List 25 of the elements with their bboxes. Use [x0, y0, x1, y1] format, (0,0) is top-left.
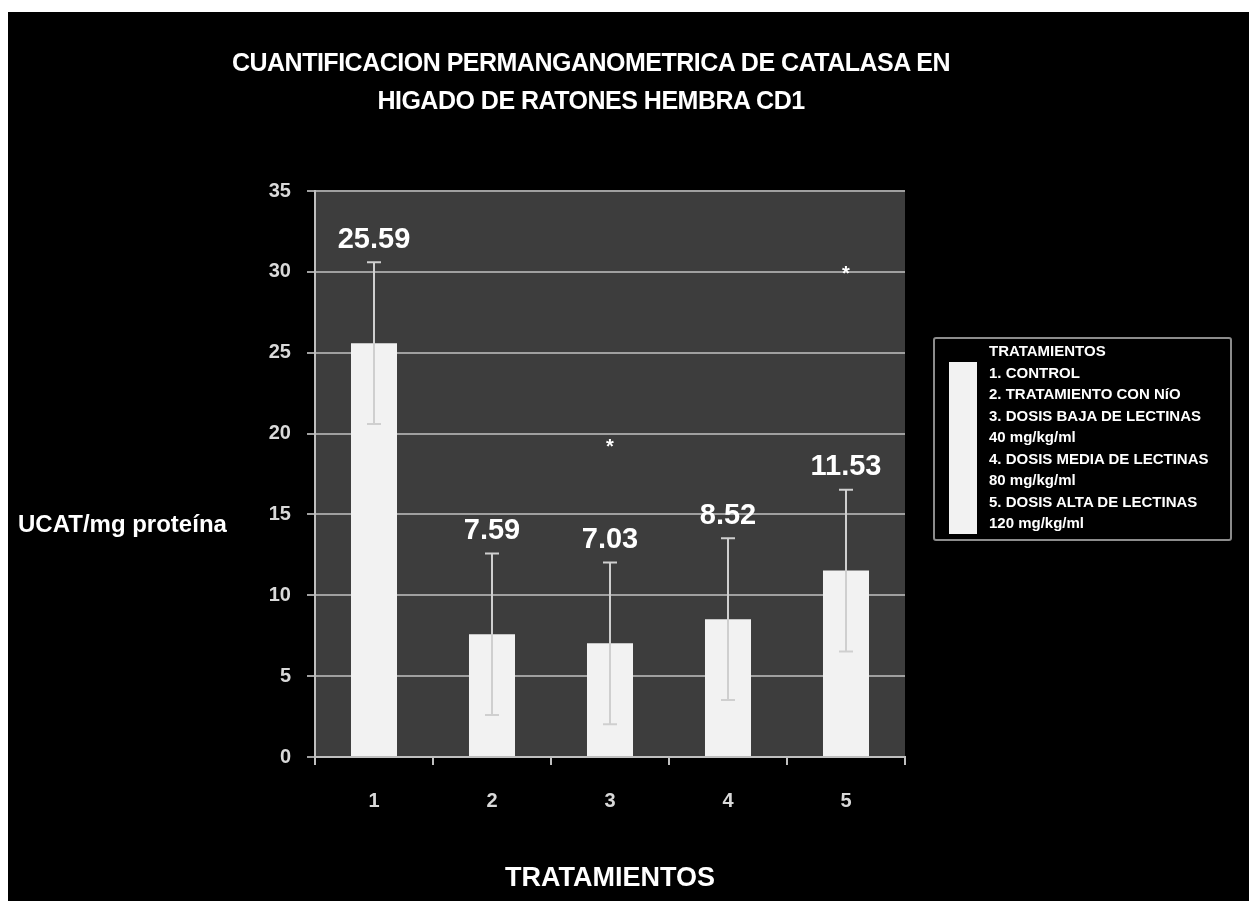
y-tick-label: 30: [268, 259, 291, 282]
chart-title: CUANTIFICACION PERMANGANOMETRICA DE CATALASA EN HIGADO DE RATONES HEMBRA CD1: [230, 47, 952, 116]
annotation: *: [842, 262, 850, 285]
x-tick-label: 3: [604, 788, 616, 811]
x-tick-label: 4: [722, 788, 735, 811]
text: 1. CONTROL 2. TRATAMIENTO CON NíO 3. DOSIS BAJA DE LECTINAS 40 mg/kg/ml 4. DOSIS MEDIA DE LECTINAS 80 mg/kg/ml 5. DOSIS ALTA DE LECTINAS 120 mg/kg/ml: [989, 362, 1209, 533]
data-label: 7.59: [463, 512, 521, 545]
x-tick-label: 5: [840, 788, 852, 811]
y-tick-label: 5: [279, 663, 291, 686]
x-tick-label: 2: [486, 788, 498, 811]
y-tick-label: 25: [268, 340, 291, 363]
data-label: 11.53: [810, 449, 882, 482]
y-axis-title: UCAT/mg proteína: [18, 510, 227, 538]
annotation: *: [606, 435, 614, 458]
y-tick-label: 20: [268, 421, 291, 444]
x-axis-title: TRATAMIENTOS: [504, 861, 716, 893]
legend-title: TRATAMIENTOS: [988, 341, 1107, 361]
data-label: 7.03: [581, 521, 639, 554]
data-label: 8.52: [699, 497, 757, 530]
y-tick-label: 35: [268, 178, 291, 201]
data-label: 25.59: [337, 221, 411, 254]
y-tick-label: 0: [279, 744, 291, 767]
y-tick-label: 15: [268, 501, 291, 524]
x-tick-label: 1: [368, 788, 380, 811]
y-tick-label: 10: [268, 582, 291, 605]
